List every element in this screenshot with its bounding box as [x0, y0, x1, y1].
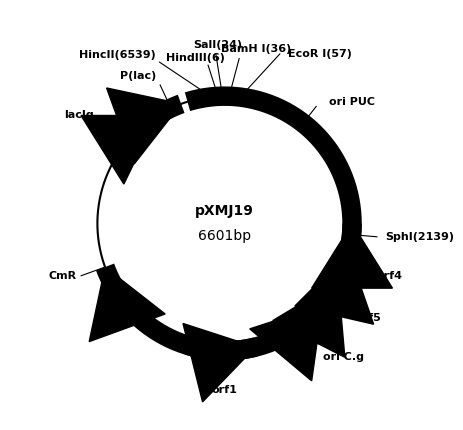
- Text: HindIII(6): HindIII(6): [166, 53, 224, 63]
- Text: 6601bp: 6601bp: [198, 229, 251, 243]
- Text: ori C.g: ori C.g: [322, 353, 363, 362]
- Text: lacIq: lacIq: [64, 110, 94, 120]
- Polygon shape: [294, 252, 373, 324]
- Text: P(lac): P(lac): [119, 71, 156, 81]
- Text: SalI(24): SalI(24): [193, 40, 242, 50]
- Polygon shape: [249, 305, 322, 381]
- Polygon shape: [81, 116, 157, 184]
- Text: EcoR I(57): EcoR I(57): [288, 49, 351, 59]
- Text: orf1: orf1: [211, 385, 237, 395]
- Polygon shape: [182, 323, 255, 402]
- Text: HincII(6539): HincII(6539): [78, 50, 155, 60]
- Polygon shape: [89, 267, 165, 341]
- Text: pXMJ19: pXMJ19: [195, 204, 254, 218]
- Text: ori PUC: ori PUC: [328, 97, 374, 107]
- Bar: [216, 88, 232, 104]
- Text: BamH I(36): BamH I(36): [220, 44, 291, 54]
- Polygon shape: [311, 224, 392, 288]
- Text: CmR: CmR: [49, 271, 77, 281]
- Text: SphI(2139): SphI(2139): [385, 232, 453, 242]
- Polygon shape: [272, 281, 344, 357]
- Polygon shape: [106, 88, 181, 164]
- Text: orf4: orf4: [376, 271, 402, 281]
- Text: orf5: orf5: [355, 313, 381, 323]
